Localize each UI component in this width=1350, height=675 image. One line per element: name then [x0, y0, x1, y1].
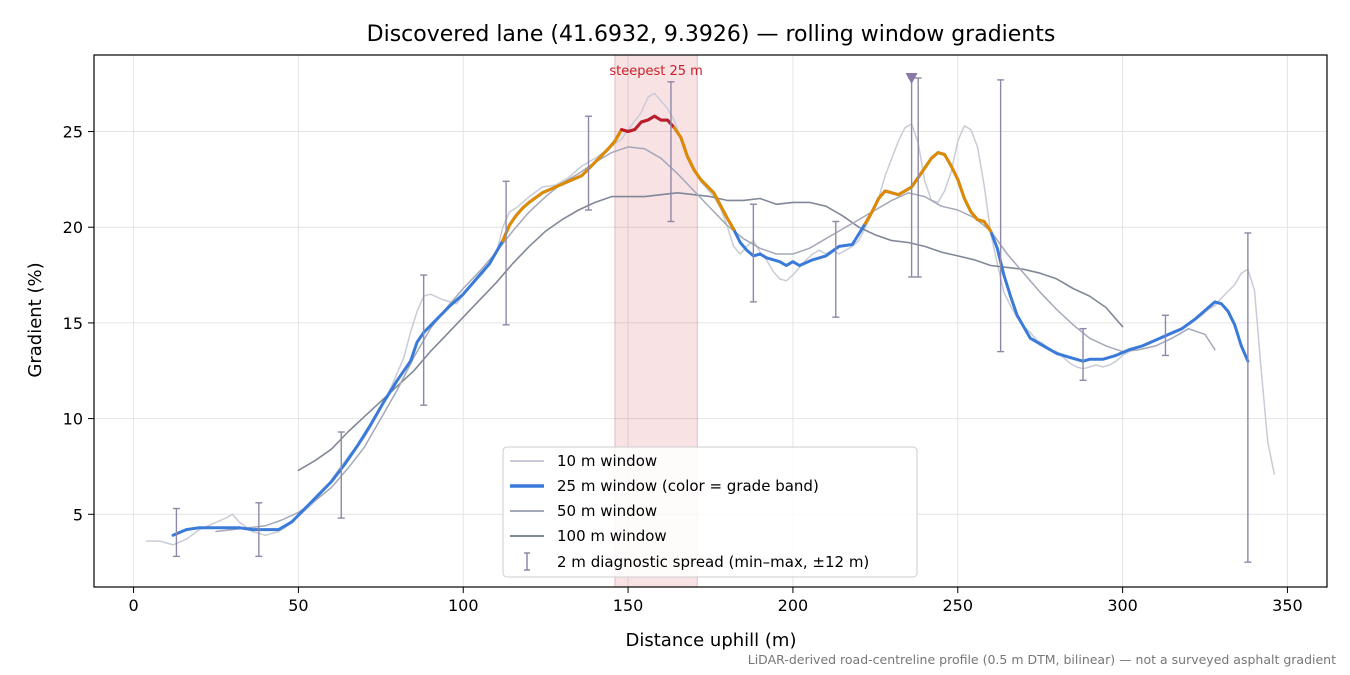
legend-label-50m: 50 m window — [557, 502, 657, 520]
y-tick-label: 10 — [63, 410, 83, 429]
plot-frame — [93, 54, 1328, 588]
peak-marker — [905, 72, 918, 84]
legend-box — [502, 446, 918, 578]
legend-label-25m: 25 m window (color = grade band) — [557, 477, 819, 495]
legend: 10 m window 25 m window (color = grade b… — [502, 446, 918, 578]
series-100m-line — [297, 192, 1124, 472]
x-tick-label: 300 — [1107, 596, 1138, 615]
legend-label-errorbar: 2 m diagnostic spread (min–max, ±12 m) — [557, 553, 869, 571]
series-25m-steep-segment — [863, 151, 993, 233]
y-tick-label: 20 — [63, 218, 83, 237]
chart-title: Discovered lane (41.6932, 9.3926) — roll… — [367, 22, 1056, 47]
legend-label-10m: 10 m window — [557, 452, 657, 470]
steepest-label: steepest 25 m — [609, 64, 702, 79]
series-25m-line — [171, 114, 1250, 537]
marker-layer — [905, 72, 918, 84]
error-bar — [997, 79, 1005, 353]
y-tick-label: 25 — [63, 123, 83, 142]
series-25m-steep-segment — [672, 126, 736, 231]
legend-swatch-errorbar — [524, 552, 530, 571]
error-bar — [585, 115, 593, 211]
error-bar — [1079, 327, 1087, 382]
error-bar — [667, 81, 675, 223]
y-axis-label: Gradient (%) — [25, 262, 46, 377]
x-tick-label: 50 — [288, 596, 308, 615]
y-axis: 5 10 15 20 25 — [63, 123, 94, 524]
error-bars — [172, 77, 1252, 563]
error-bar — [1244, 232, 1252, 563]
error-bar — [420, 274, 428, 406]
series-25m-steepest-segment — [620, 114, 676, 133]
y-tick-label: 15 — [63, 314, 83, 333]
x-axis-label: Distance uphill (m) — [626, 630, 797, 651]
error-bar — [1161, 314, 1169, 357]
error-bar — [502, 180, 510, 326]
y-tick-label: 5 — [73, 505, 83, 524]
error-bar — [255, 502, 263, 558]
error-bar — [832, 220, 840, 318]
legend-label-100m: 100 m window — [557, 527, 667, 545]
x-tick-label: 150 — [613, 596, 644, 615]
x-tick-label: 0 — [128, 596, 138, 615]
x-tick-label: 200 — [778, 596, 809, 615]
x-axis: 0 50 100 150 200 250 300 350 — [128, 587, 1303, 615]
error-bar — [172, 507, 180, 558]
series-25m-steep-segment — [501, 128, 623, 243]
x-tick-label: 100 — [448, 596, 479, 615]
error-bar — [749, 203, 757, 303]
x-tick-label: 350 — [1272, 596, 1303, 615]
footnote: LiDAR-derived road-centreline profile (0… — [748, 652, 1336, 667]
x-tick-label: 250 — [942, 596, 973, 615]
error-bar — [914, 77, 922, 278]
series-50m-line — [215, 146, 1216, 533]
error-bar — [337, 431, 345, 519]
